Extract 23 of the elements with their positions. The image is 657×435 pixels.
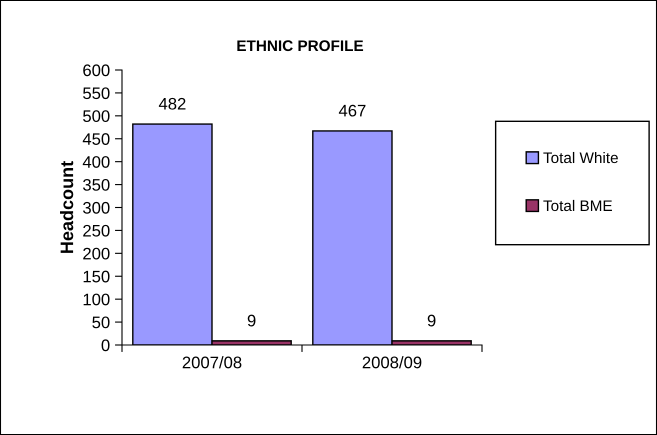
y-tick-label: 500	[83, 110, 110, 122]
y-tick-label: 550	[83, 87, 110, 100]
data-label: 482	[158, 98, 186, 110]
x-tick-label: 2007/08	[182, 356, 242, 368]
y-tick-label: 50	[92, 316, 110, 328]
y-tick-label: 300	[83, 202, 110, 214]
y-tick-label: 350	[83, 178, 110, 191]
legend-label: Total BME	[543, 200, 612, 212]
y-tick-label: 100	[84, 294, 110, 306]
legend-label: Total White	[543, 152, 618, 164]
chart-title: ETHNIC PROFILE	[237, 40, 364, 52]
y-tick-label: 0	[102, 339, 110, 352]
y-tick-label: 450	[82, 133, 110, 145]
y-tick-label: 400	[82, 156, 110, 168]
y-tick-label: 200	[83, 248, 110, 260]
data-label: 9	[248, 314, 256, 326]
data-label: 9	[428, 314, 436, 326]
y-tick-label: 250	[83, 224, 110, 237]
y-axis-title: Headcount	[60, 161, 74, 253]
x-tick-label: 2008/09	[362, 356, 422, 368]
y-tick-label: 150	[84, 270, 110, 282]
data-label: 467	[338, 104, 366, 117]
y-tick-label: 600	[83, 64, 110, 76]
